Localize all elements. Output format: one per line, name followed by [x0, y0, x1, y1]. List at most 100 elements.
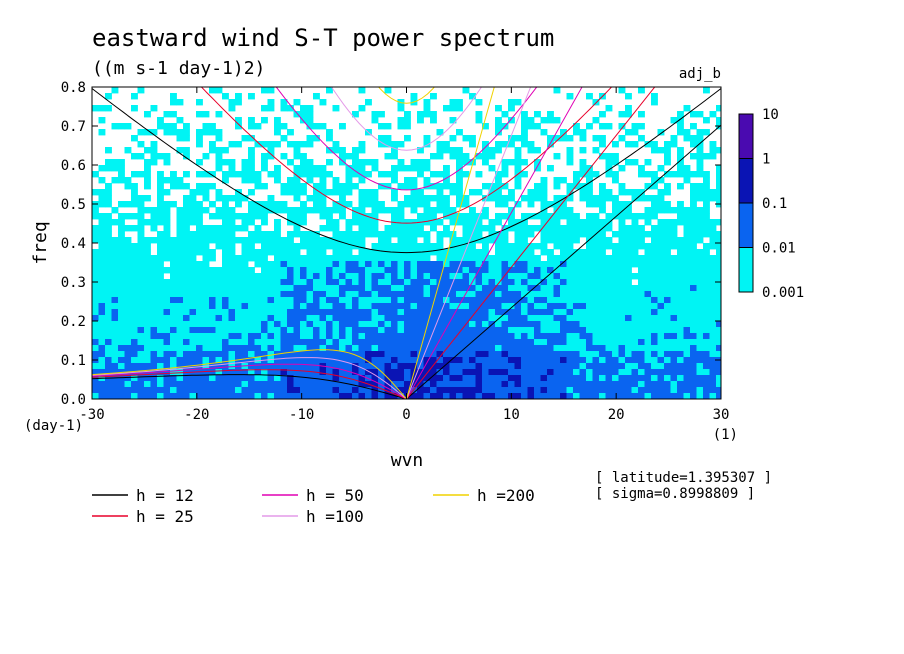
- heatmap-cell: [462, 219, 470, 226]
- heatmap-cell: [716, 189, 721, 196]
- heatmap-cell: [300, 231, 307, 238]
- heatmap-cell: [573, 249, 580, 256]
- heatmap-cell: [423, 393, 431, 399]
- heatmap-cell: [365, 303, 372, 310]
- heatmap-cell: [163, 111, 171, 118]
- heatmap-cell: [670, 303, 678, 310]
- heatmap-cell: [508, 381, 515, 388]
- y-tick-label: 0.7: [61, 119, 86, 135]
- heatmap-cell: [332, 243, 340, 250]
- heatmap-cell: [384, 393, 392, 399]
- heatmap-cell: [345, 231, 353, 238]
- heatmap-cell: [482, 387, 489, 394]
- heatmap-cell: [183, 225, 190, 232]
- heatmap-cell: [144, 243, 151, 250]
- heatmap-cell: [709, 357, 717, 364]
- heatmap-cell: [592, 225, 600, 232]
- heatmap-cell: [313, 363, 320, 370]
- heatmap-cell: [345, 219, 353, 226]
- heatmap-cell: [449, 393, 457, 399]
- heatmap-cell: [118, 261, 125, 268]
- heatmap-cell: [690, 279, 697, 286]
- heatmap-cell: [410, 315, 418, 322]
- heatmap-cell: [391, 303, 398, 310]
- heatmap-cell: [540, 243, 548, 250]
- heatmap-cell: [508, 267, 515, 274]
- heatmap-cell: [105, 387, 112, 394]
- heatmap-cell: [332, 303, 340, 310]
- heatmap-cell: [566, 297, 574, 304]
- heatmap-cell: [222, 345, 229, 352]
- heatmap-cell: [280, 201, 288, 208]
- heatmap-cell: [157, 267, 164, 274]
- heatmap-cell: [443, 279, 450, 286]
- heatmap-cell: [248, 249, 255, 256]
- heatmap-cell: [105, 219, 112, 226]
- heatmap-cell: [625, 273, 632, 280]
- heatmap-cell: [365, 261, 372, 268]
- heatmap-cell: [430, 225, 437, 232]
- heatmap-cell: [144, 237, 151, 244]
- heatmap-cell: [618, 387, 626, 394]
- heatmap-cell: [501, 375, 509, 382]
- heatmap-cell: [560, 213, 567, 220]
- heatmap-cell: [482, 243, 489, 250]
- heatmap-cell: [618, 339, 626, 346]
- heatmap-cell: [170, 177, 177, 184]
- heatmap-cell: [248, 93, 255, 100]
- heatmap-cell: [131, 243, 138, 250]
- heatmap-cell: [293, 225, 301, 232]
- heatmap-cell: [98, 249, 106, 256]
- heatmap-cell: [703, 279, 710, 286]
- heatmap-cell: [248, 255, 255, 262]
- heatmap-cell: [677, 159, 684, 166]
- heatmap-cell: [618, 213, 626, 220]
- heatmap-cell: [469, 375, 476, 382]
- heatmap-cell: [124, 303, 132, 310]
- heatmap-cell: [677, 393, 684, 399]
- heatmap-cell: [358, 195, 366, 202]
- heatmap-cell: [462, 375, 470, 382]
- heatmap-cell: [280, 309, 288, 316]
- heatmap-cell: [391, 321, 398, 328]
- heatmap-cell: [274, 381, 281, 388]
- heatmap-cell: [267, 261, 275, 268]
- heatmap-cell: [423, 333, 431, 340]
- heatmap-cell: [235, 255, 242, 262]
- heatmap-cell: [410, 165, 418, 172]
- heatmap-cell: [553, 285, 561, 292]
- heatmap-cell: [664, 291, 671, 298]
- heatmap-cell: [612, 345, 619, 352]
- heatmap-cell: [449, 309, 457, 316]
- heatmap-cell: [508, 297, 515, 304]
- heatmap-cell: [118, 159, 125, 166]
- heatmap-cell: [313, 345, 320, 352]
- heatmap-cell: [326, 243, 333, 250]
- heatmap-cell: [228, 159, 236, 166]
- heatmap-cell: [449, 135, 457, 142]
- heatmap-cell: [670, 393, 678, 399]
- heatmap-cell: [176, 237, 184, 244]
- heatmap-cell: [118, 363, 125, 370]
- heatmap-cell: [677, 147, 684, 154]
- heatmap-cell: [300, 273, 307, 280]
- heatmap-cell: [449, 351, 457, 358]
- heatmap-cell: [573, 177, 580, 184]
- heatmap-cell: [703, 357, 710, 364]
- heatmap-cell: [573, 393, 580, 399]
- heatmap-cell: [534, 267, 541, 274]
- heatmap-cell: [430, 393, 437, 399]
- heatmap-cell: [235, 309, 242, 316]
- heatmap-cell: [131, 375, 138, 382]
- heatmap-cell: [228, 243, 236, 250]
- heatmap-cell: [625, 309, 632, 316]
- heatmap-cell: [469, 297, 476, 304]
- heatmap-cell: [352, 327, 359, 334]
- heatmap-cell: [573, 387, 580, 394]
- heatmap-cell: [352, 255, 359, 262]
- heatmap-cell: [287, 159, 294, 166]
- heatmap-cell: [625, 129, 632, 136]
- heatmap-cell: [547, 285, 554, 292]
- heatmap-cell: [547, 321, 554, 328]
- heatmap-cell: [521, 231, 528, 238]
